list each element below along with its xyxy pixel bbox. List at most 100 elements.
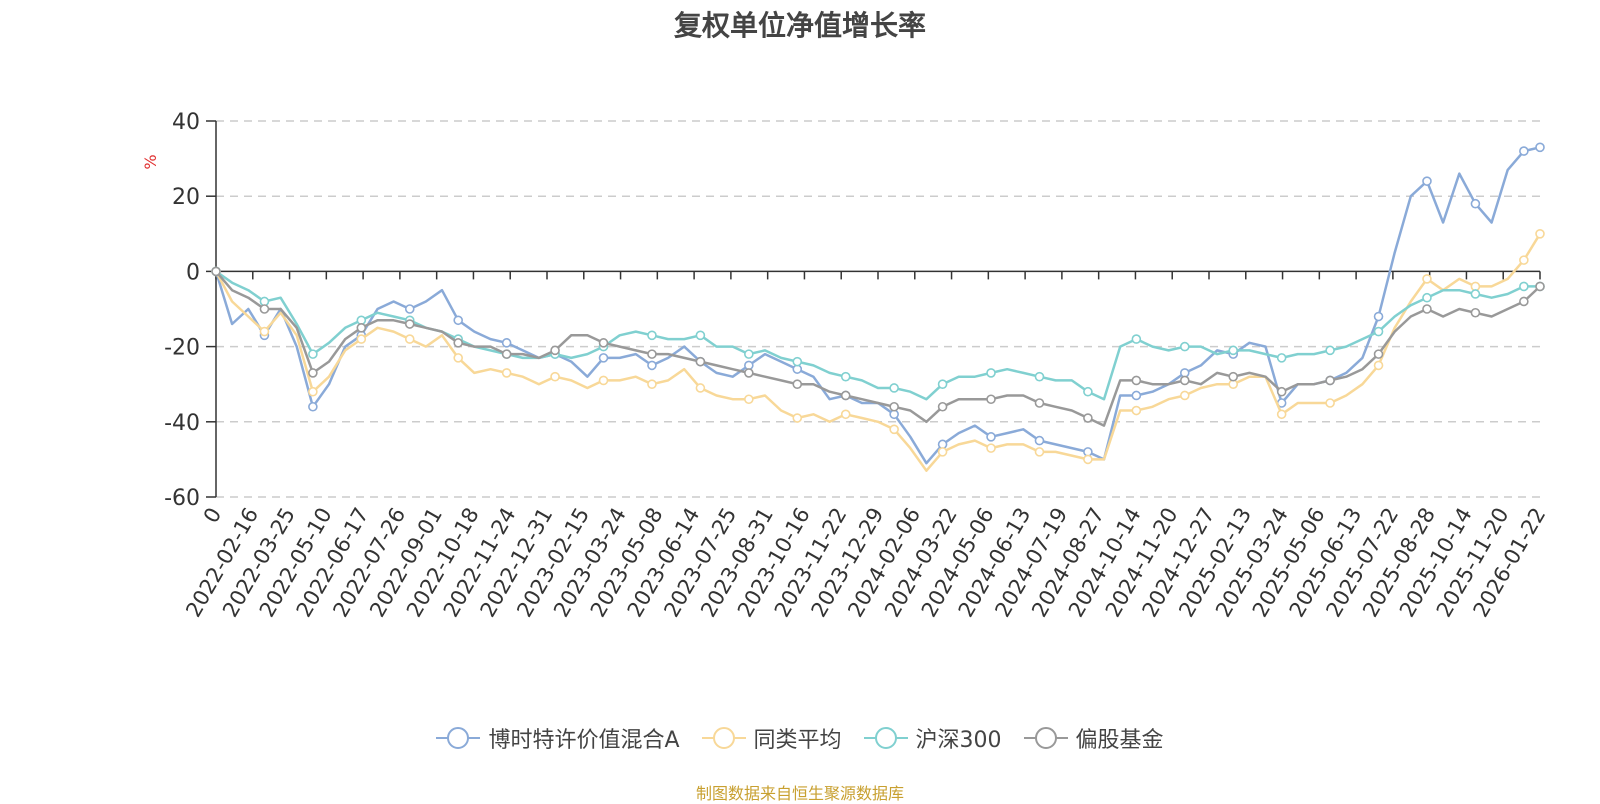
y-tick-label: 0 — [186, 260, 200, 285]
data-point — [308, 386, 318, 397]
data-point — [1373, 360, 1384, 371]
series-line — [215, 270, 1541, 427]
data-point — [259, 326, 270, 337]
series-0 — [211, 142, 1545, 465]
legend-item[interactable]: 沪深300 — [863, 722, 1002, 754]
data-point — [1422, 176, 1432, 186]
data-point — [356, 322, 367, 333]
data-point — [501, 338, 512, 348]
data-point — [453, 353, 463, 363]
data-point — [744, 368, 754, 378]
data-point — [1325, 398, 1335, 408]
data-point — [1131, 405, 1142, 416]
data-point — [986, 432, 996, 442]
series-line — [215, 270, 1540, 401]
series-line — [214, 146, 1541, 465]
legend-swatch — [863, 727, 908, 749]
data-point — [1179, 341, 1190, 352]
legend: 博时特许价值混合A 同类平均 沪深300 偏股基金 — [0, 722, 1600, 754]
data-point — [1179, 390, 1190, 401]
data-point — [308, 368, 318, 378]
data-point — [598, 375, 609, 386]
data-point — [1422, 292, 1432, 303]
data-point — [550, 371, 560, 382]
data-point — [986, 394, 996, 405]
data-point — [889, 424, 899, 435]
grid-lines — [216, 120, 1540, 498]
data-point — [1034, 447, 1045, 457]
data-point — [1276, 409, 1287, 420]
data-point — [501, 368, 512, 378]
data-point — [1373, 349, 1384, 359]
data-point — [1519, 296, 1529, 307]
data-point — [501, 349, 512, 359]
data-point — [1083, 413, 1093, 423]
data-point — [598, 353, 609, 363]
y-tick-label: -40 — [164, 411, 200, 436]
data-point — [211, 266, 221, 277]
data-point — [1276, 353, 1287, 363]
data-point — [1034, 435, 1045, 446]
y-tick-label: -20 — [164, 336, 200, 361]
y-tick-label: -60 — [164, 486, 200, 511]
chart-title: 复权单位净值增长率 — [673, 9, 926, 42]
data-point — [1228, 345, 1239, 356]
data-point — [792, 379, 803, 390]
data-point — [840, 371, 851, 382]
legend-item[interactable]: 偏股基金 — [1023, 722, 1164, 754]
data-point — [1083, 454, 1093, 465]
series-line — [214, 233, 1542, 472]
data-point — [1373, 326, 1384, 337]
data-point — [308, 401, 318, 412]
data-point — [937, 401, 948, 412]
data-point — [404, 304, 415, 314]
data-point — [792, 413, 803, 423]
data-point — [889, 383, 899, 393]
data-point — [1034, 398, 1045, 408]
data-point — [356, 334, 367, 344]
data-point — [1470, 289, 1481, 299]
tick-labels: 40200-20-40-60%02022-02-162022-03-252022… — [141, 110, 1550, 621]
data-point — [1535, 229, 1545, 239]
data-point — [744, 394, 754, 405]
legend-label: 沪深300 — [915, 728, 1002, 753]
data-point — [1179, 375, 1190, 386]
data-point — [792, 356, 803, 367]
data-point — [647, 360, 657, 371]
data-point — [598, 338, 609, 348]
data-point — [937, 379, 948, 390]
data-point — [1535, 281, 1545, 292]
data-point — [937, 447, 948, 457]
data-point — [647, 379, 657, 390]
x-tick-label: 0 — [199, 504, 226, 528]
data-point — [1422, 274, 1432, 284]
legend-swatch — [1023, 727, 1068, 749]
data-point — [1470, 198, 1481, 209]
data-point — [986, 368, 996, 378]
data-point — [986, 443, 996, 453]
data-point — [259, 304, 270, 314]
series-3 — [211, 266, 1545, 427]
data-point — [840, 409, 851, 420]
series-2 — [211, 266, 1545, 401]
legend-label: 同类平均 — [753, 728, 842, 753]
data-point — [453, 315, 463, 326]
source-note: 制图数据来自恒生聚源数据库 — [695, 784, 904, 803]
data-point — [1276, 386, 1287, 397]
y-tick-label: 20 — [172, 185, 200, 210]
data-point — [1131, 375, 1142, 386]
data-point — [1519, 146, 1529, 156]
data-point — [647, 349, 657, 359]
data-point — [550, 345, 560, 356]
legend-item[interactable]: 同类平均 — [701, 722, 842, 754]
data-point — [1325, 345, 1335, 356]
data-point — [647, 330, 657, 341]
legend-label: 偏股基金 — [1075, 728, 1164, 753]
y-tick-label: 40 — [172, 110, 200, 135]
legend-swatch — [436, 727, 481, 749]
data-point — [1519, 281, 1529, 292]
legend-item[interactable]: 博时特许价值混合A — [436, 722, 680, 754]
data-point — [695, 383, 706, 393]
data-point — [404, 334, 415, 344]
